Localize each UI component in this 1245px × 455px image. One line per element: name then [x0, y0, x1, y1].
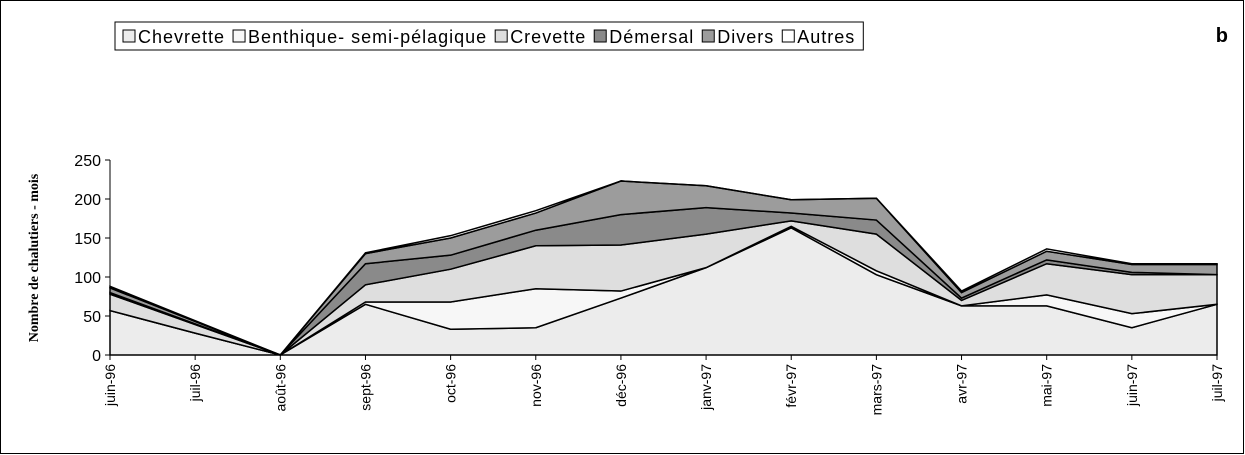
legend-label: Divers — [717, 27, 774, 47]
x-tick-label: juin-96 — [102, 364, 118, 407]
y-tick-label: 250 — [74, 153, 101, 170]
x-tick-label: janv-97 — [698, 364, 714, 411]
x-tick-label: mai-97 — [1039, 364, 1055, 407]
legend-swatch — [122, 29, 136, 43]
y-tick-label: 200 — [74, 192, 101, 209]
x-tick-label: août-96 — [272, 364, 288, 412]
legend-label: Démersal — [609, 27, 694, 47]
y-tick-label: 0 — [92, 348, 101, 365]
x-tick-label: déc-96 — [613, 364, 629, 407]
legend-swatch — [593, 29, 607, 43]
x-tick-label: févr-97 — [783, 364, 799, 408]
legend-swatch — [494, 29, 508, 43]
y-tick-label: 50 — [83, 309, 101, 326]
y-tick-label: 150 — [74, 231, 101, 248]
y-axis-title: Nombre de chalutiers - mois — [27, 173, 42, 342]
legend-swatch — [701, 29, 715, 43]
x-tick-label: juil-97 — [1209, 364, 1225, 403]
area — [109, 180, 1218, 356]
legend-label: Chevrette — [138, 27, 225, 47]
legend-label: Crevette — [510, 27, 586, 47]
legend-swatch — [781, 29, 795, 43]
x-tick-label: juil-96 — [187, 364, 203, 403]
legend-label: Autres — [797, 27, 855, 47]
x-tick-label: avr-97 — [954, 364, 970, 404]
x-tick-label: sept-96 — [357, 364, 373, 411]
panel-label: b — [1216, 25, 1228, 47]
legend-label: Benthique- semi-pélagique — [248, 27, 487, 47]
x-tick-label: nov-96 — [528, 364, 544, 407]
x-tick-label: oct-96 — [443, 364, 459, 403]
x-tick-label: mars-97 — [868, 364, 884, 416]
legend-swatch — [232, 29, 246, 43]
x-tick-label: juin-97 — [1124, 364, 1140, 407]
y-tick-label: 100 — [74, 270, 101, 287]
